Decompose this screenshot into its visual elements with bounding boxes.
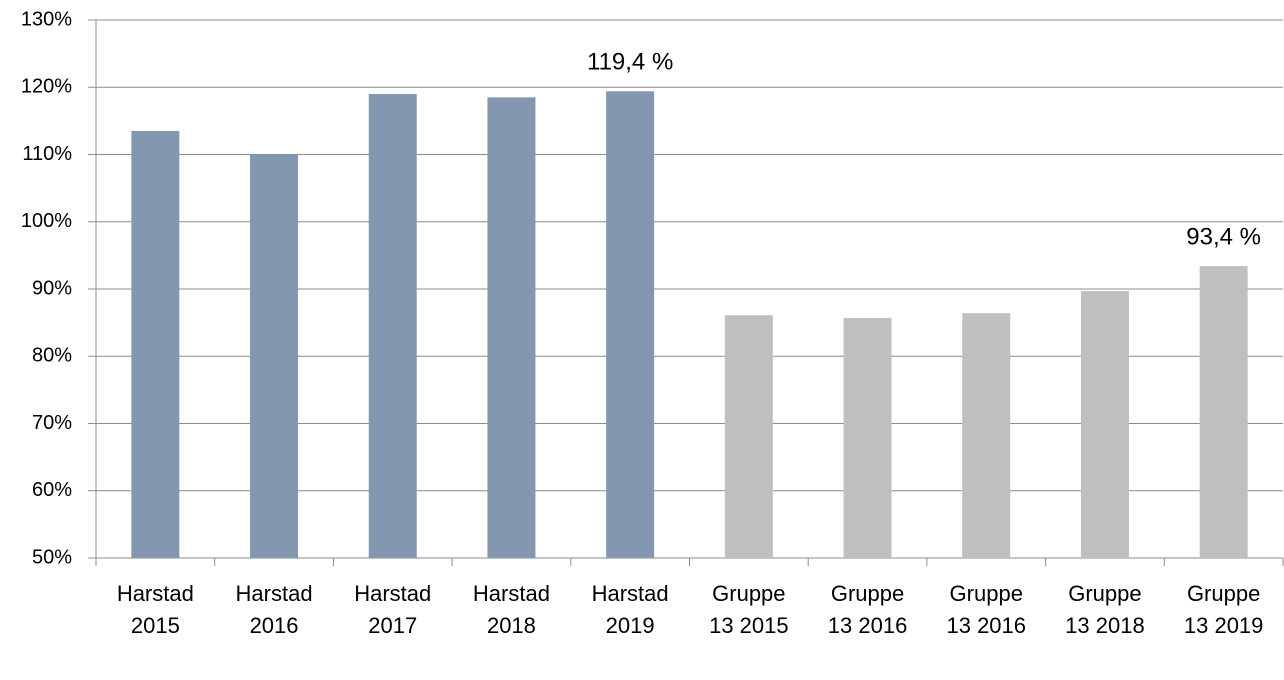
x-tick-label: Gruppe 13 2016 [946,581,1027,638]
y-tick-label: 110% [22,143,72,165]
bar [131,130,180,558]
x-tick-label: Gruppe 13 2015 [709,581,789,638]
bar [1080,291,1129,558]
y-tick-label: 120% [21,76,72,98]
x-tick-label: Harstad 2019 [591,581,669,638]
x-tick-label: Harstad 2016 [235,581,313,638]
x-tick-label: Harstad 2018 [472,581,550,638]
x-tick-label: Harstad 2015 [116,581,194,638]
y-tick-label: 100% [21,210,72,232]
bar [843,317,892,558]
x-tick-label: Gruppe 13 2016 [827,581,908,638]
y-tick-label: 130% [21,8,72,30]
data-label: 93,4 % [1186,223,1261,250]
bar [1199,266,1248,558]
x-tick-label: Gruppe 13 2018 [1065,581,1145,638]
y-tick-label: 50% [32,546,72,568]
bar [368,93,417,558]
bar [724,315,773,558]
x-tick-label: Harstad 2017 [354,581,432,638]
bar [962,313,1011,558]
x-tick-label: Gruppe 13 2019 [1183,581,1264,638]
y-tick-label: 80% [32,345,72,367]
y-tick-label: 60% [32,479,72,501]
y-tick-label: 90% [32,277,72,299]
data-label: 119,4 % [587,49,673,76]
y-tick-label: 70% [32,412,72,434]
bar [606,91,655,558]
bar [487,97,536,559]
bar [250,154,299,558]
